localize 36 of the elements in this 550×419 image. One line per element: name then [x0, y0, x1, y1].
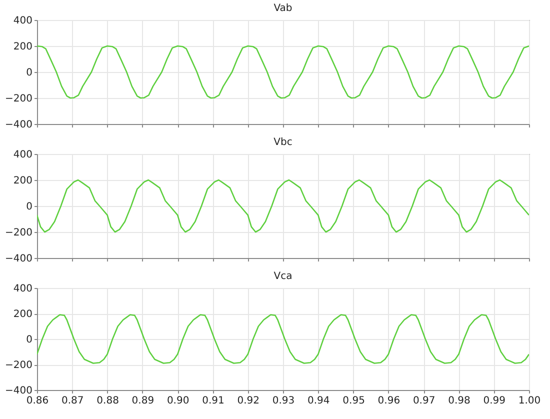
- x-tick-label: 0.97: [412, 396, 436, 406]
- y-tick-label: 200: [13, 176, 32, 186]
- y-tick-label: −200: [5, 360, 32, 371]
- x-tick-label: 0.96: [378, 396, 400, 406]
- x-tick-label: 0.90: [166, 396, 190, 406]
- x-tick-label: 0.88: [96, 396, 119, 406]
- y-tick-label: 400: [13, 150, 32, 160]
- y-tick-label: 0: [26, 334, 32, 346]
- y-tick-label: −200: [5, 94, 32, 104]
- line-series: [37, 45, 529, 99]
- x-tick-label: 0.92: [237, 396, 260, 406]
- y-tick-label: 0: [26, 202, 32, 212]
- y-tick-label: 0: [26, 68, 32, 78]
- y-tick-label: 400: [13, 284, 32, 294]
- y-tick-label: −400: [5, 254, 32, 264]
- chart-title: Vbc: [274, 137, 292, 148]
- chart-title: Vca: [274, 271, 292, 282]
- x-tick-label: 0.87: [62, 396, 84, 406]
- x-tick-label: 0.94: [308, 396, 330, 406]
- chart-title: Vab: [274, 3, 292, 14]
- x-tick-label: 1.00: [518, 396, 541, 406]
- y-tick-label: 200: [13, 309, 32, 320]
- x-tick-label: 0.99: [483, 396, 506, 406]
- y-tick-label: 200: [13, 42, 32, 52]
- x-tick-label: 0.95: [342, 396, 365, 406]
- x-tick-label: 0.86: [26, 396, 49, 406]
- line-series: [37, 179, 529, 233]
- y-tick-label: −400: [5, 386, 32, 396]
- x-tick-label: 0.93: [272, 396, 295, 406]
- y-tick-label: −200: [5, 228, 32, 238]
- y-tick-label: −400: [5, 120, 32, 130]
- y-tick-label: 400: [13, 16, 32, 26]
- x-tick-label: 0.89: [132, 396, 154, 406]
- x-tick-label: 0.91: [202, 396, 224, 406]
- line-series: [37, 314, 529, 364]
- x-tick-label: 0.98: [448, 396, 470, 406]
